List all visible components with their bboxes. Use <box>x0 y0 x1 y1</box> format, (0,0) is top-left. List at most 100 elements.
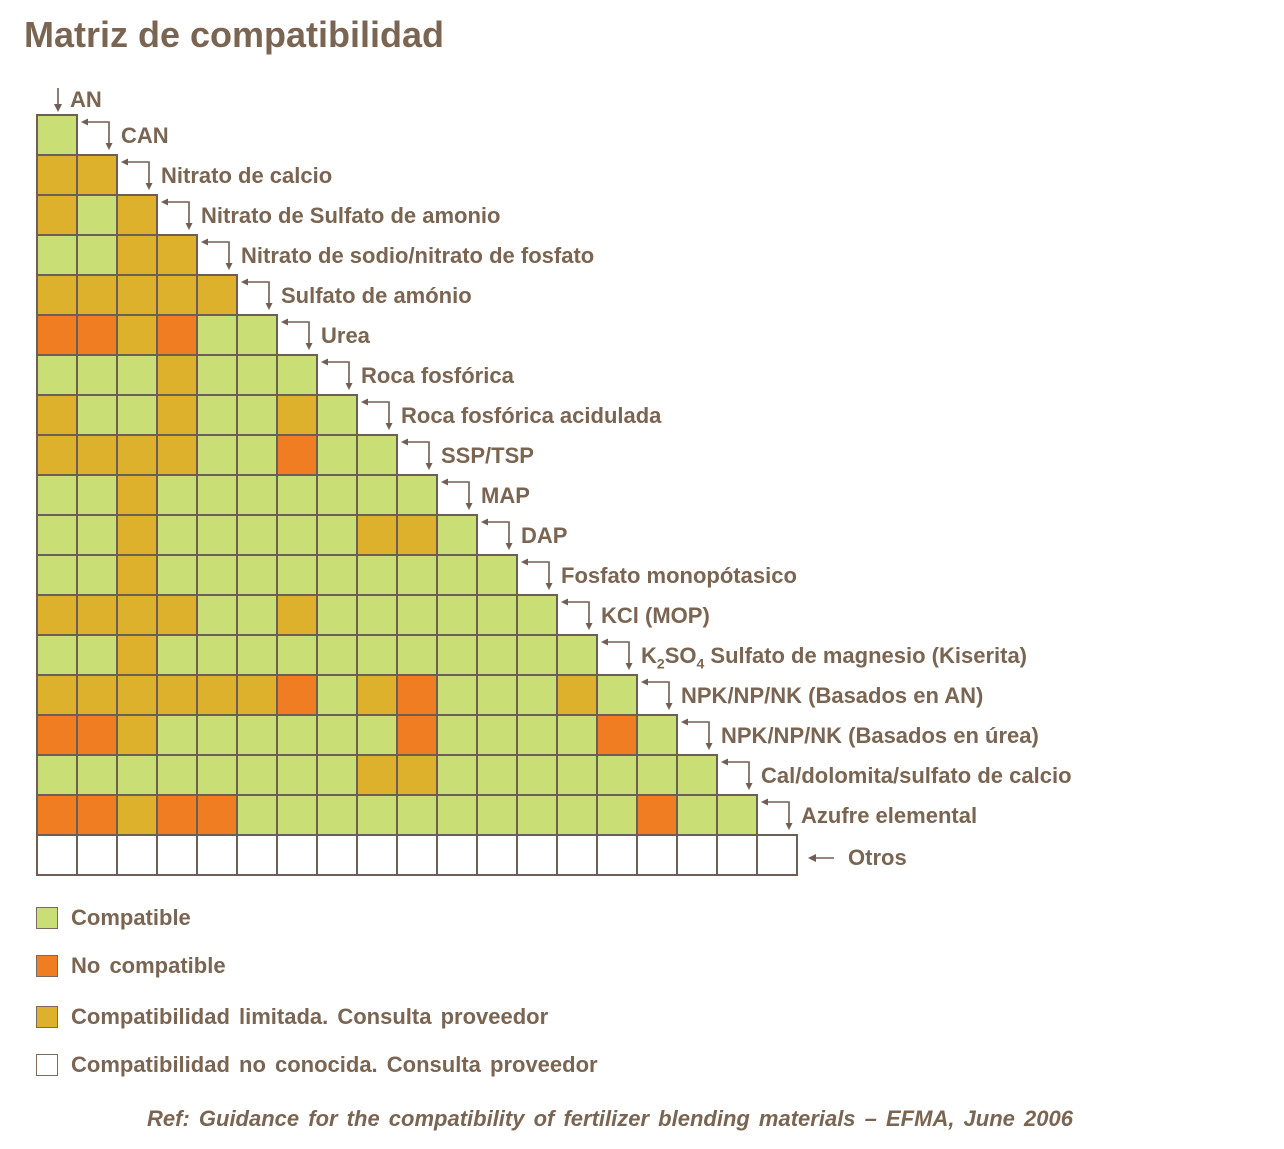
matrix-cell-roca-fosf-rica-x-can <box>76 354 118 396</box>
bracket-arrow-icon <box>565 601 590 624</box>
matrix-cell-kcl-mop--x-dap <box>476 594 518 636</box>
matrix-cell-map-x-ssp-tsp <box>396 474 438 516</box>
matrix-cell-cal-dolomita-sulfato-de-calcio-x-map <box>436 754 478 796</box>
legend-swatch-not-compatible <box>36 955 58 977</box>
matrix-cell-fosfato-monop-tasico-x-roca-fosf-rica-acidulada <box>356 554 398 596</box>
matrix-cell-roca-fosf-rica-x-urea <box>276 354 318 396</box>
matrix-cell-otros-x-sulfato-de-am-nio <box>236 834 278 876</box>
bracket-arrow-icon <box>85 121 110 144</box>
matrix-cell-npk-np-nk-basados-en-rea--x-roca-fosf-rica <box>316 714 358 756</box>
product-label: DAP <box>521 523 568 548</box>
matrix-cell-nitrato-de-calcio-x-an <box>36 154 78 196</box>
matrix-cell-nitrato-de-sodio-nitrato-de-fosfato-x-nitrato-de-sulfato-de-amonio <box>156 234 198 276</box>
matrix-cell-urea-x-can <box>76 314 118 356</box>
matrix-cell-roca-fosf-rica-acidulada-x-nitrato-de-sodio-nitrato-de-fosfato <box>196 394 238 436</box>
matrix-cell-k2so4-sulfato-de-magnesio-kiserita--x-urea <box>276 634 318 676</box>
matrix-cell-azufre-elemental-x-map <box>436 794 478 836</box>
matrix-cell-dap-x-ssp-tsp <box>396 514 438 556</box>
bracket-arrow-icon <box>361 398 368 406</box>
left-arrow-icon <box>808 854 816 862</box>
matrix-cell-fosfato-monop-tasico-x-ssp-tsp <box>396 554 438 596</box>
bracket-arrow-icon <box>441 478 448 486</box>
matrix-cell-ssp-tsp-x-roca-fosf-rica <box>316 434 358 476</box>
bracket-arrow-icon <box>645 681 670 704</box>
bracket-arrow-icon <box>265 303 273 310</box>
product-label: SSP/TSP <box>441 443 534 468</box>
bracket-arrow-icon <box>525 561 550 584</box>
bracket-arrow-icon <box>465 503 473 510</box>
matrix-cell-map-x-nitrato-de-sodio-nitrato-de-fosfato <box>196 474 238 516</box>
bracket-arrow-icon <box>765 801 790 824</box>
matrix-cell-kcl-mop--x-ssp-tsp <box>396 594 438 636</box>
matrix-cell-npk-np-nk-basados-en-rea--x-map <box>436 714 478 756</box>
product-label: Sulfato de amónio <box>281 283 472 308</box>
matrix-cell-otros-x-nitrato-de-sulfato-de-amonio <box>156 834 198 876</box>
bracket-arrow-icon <box>161 198 168 206</box>
matrix-cell-cal-dolomita-sulfato-de-calcio-x-nitrato-de-calcio <box>116 754 158 796</box>
product-label: Urea <box>321 323 370 348</box>
matrix-cell-npk-np-nk-basados-en-rea--x-npk-np-nk-basados-en-an- <box>636 714 678 756</box>
matrix-cell-cal-dolomita-sulfato-de-calcio-x-sulfato-de-am-nio <box>236 754 278 796</box>
matrix-cell-dap-x-nitrato-de-sodio-nitrato-de-fosfato <box>196 514 238 556</box>
bracket-arrow-icon <box>121 158 128 166</box>
matrix-cell-urea-x-nitrato-de-sodio-nitrato-de-fosfato <box>196 314 238 356</box>
matrix-cell-dap-x-urea <box>276 514 318 556</box>
bracket-arrow-icon <box>145 183 153 190</box>
matrix-cell-urea-x-nitrato-de-calcio <box>116 314 158 356</box>
matrix-cell-roca-fosf-rica-acidulada-x-can <box>76 394 118 436</box>
matrix-cell-kcl-mop--x-urea <box>276 594 318 636</box>
matrix-cell-dap-x-can <box>76 514 118 556</box>
matrix-cell-npk-np-nk-basados-en-rea--x-an <box>36 714 78 756</box>
matrix-cell-fosfato-monop-tasico-x-nitrato-de-calcio <box>116 554 158 596</box>
bracket-arrow-icon <box>81 118 88 126</box>
matrix-cell-npk-np-nk-basados-en-rea--x-dap <box>476 714 518 756</box>
matrix-cell-fosfato-monop-tasico-x-sulfato-de-am-nio <box>236 554 278 596</box>
matrix-cell-sulfato-de-am-nio-x-nitrato-de-sodio-nitrato-de-fosfato <box>196 274 238 316</box>
matrix-cell-npk-np-nk-basados-en-rea--x-nitrato-de-calcio <box>116 714 158 756</box>
page-title: Matriz de compatibilidad <box>24 14 445 55</box>
matrix-cell-k2so4-sulfato-de-magnesio-kiserita--x-can <box>76 634 118 676</box>
bracket-arrow-icon <box>285 321 310 344</box>
matrix-cell-npk-np-nk-basados-en-rea--x-nitrato-de-sodio-nitrato-de-fosfato <box>196 714 238 756</box>
matrix-cell-ssp-tsp-x-sulfato-de-am-nio <box>236 434 278 476</box>
product-label: Nitrato de Sulfato de amonio <box>201 203 501 228</box>
matrix-cell-fosfato-monop-tasico-x-nitrato-de-sulfato-de-amonio <box>156 554 198 596</box>
matrix-cell-map-x-urea <box>276 474 318 516</box>
bracket-arrow-icon <box>505 543 513 550</box>
bracket-arrow-icon <box>165 201 190 224</box>
bracket-arrow-icon <box>625 663 633 670</box>
matrix-cell-nitrato-de-sulfato-de-amonio-x-can <box>76 194 118 236</box>
bracket-arrow-icon <box>481 518 488 526</box>
matrix-cell-npk-np-nk-basados-en-an--x-nitrato-de-sulfato-de-amonio <box>156 674 198 716</box>
legend-label: Compatible <box>71 905 191 930</box>
product-label: Nitrato de sodio/nitrato de fosfato <box>241 243 595 268</box>
matrix-cell-urea-x-an <box>36 314 78 356</box>
product-label: Azufre elemental <box>801 803 978 828</box>
matrix-cell-cal-dolomita-sulfato-de-calcio-x-npk-np-nk-basados-en-rea- <box>676 754 718 796</box>
legend-not-compatible: No compatible <box>36 953 226 979</box>
matrix-cell-dap-x-map <box>436 514 478 556</box>
product-label: NPK/NP/NK (Basados en AN) <box>681 683 984 708</box>
matrix-cell-kcl-mop--x-map <box>436 594 478 636</box>
product-label: NPK/NP/NK (Basados en úrea) <box>721 723 1039 748</box>
bracket-arrow-icon <box>401 438 408 446</box>
legend-swatch-unknown <box>36 1054 58 1076</box>
bracket-arrow-icon <box>185 223 193 230</box>
reference-note: Ref: Guidance for the compatibility of f… <box>147 1106 1073 1131</box>
matrix-cell-cal-dolomita-sulfato-de-calcio-x-roca-fosf-rica-acidulada <box>356 754 398 796</box>
bracket-arrow-icon <box>241 278 248 286</box>
matrix-cell-otros-x-fosfato-monop-tasico <box>516 834 558 876</box>
matrix-cell-cal-dolomita-sulfato-de-calcio-x-ssp-tsp <box>396 754 438 796</box>
matrix-cell-fosfato-monop-tasico-x-roca-fosf-rica <box>316 554 358 596</box>
matrix-cell-roca-fosf-rica-acidulada-x-nitrato-de-calcio <box>116 394 158 436</box>
matrix-cell-otros-x-nitrato-de-sodio-nitrato-de-fosfato <box>196 834 238 876</box>
matrix-cell-roca-fosf-rica-acidulada-x-sulfato-de-am-nio <box>236 394 278 436</box>
matrix-cell-npk-np-nk-basados-en-an--x-k2so4-sulfato-de-magnesio-kiserita- <box>596 674 638 716</box>
matrix-cell-dap-x-nitrato-de-sulfato-de-amonio <box>156 514 198 556</box>
matrix-cell-kcl-mop--x-nitrato-de-sodio-nitrato-de-fosfato <box>196 594 238 636</box>
bracket-arrow-icon <box>561 598 568 606</box>
bracket-arrow-icon <box>681 718 688 726</box>
matrix-cell-otros-x-ssp-tsp <box>396 834 438 876</box>
bracket-arrow-icon <box>385 423 393 430</box>
bracket-arrow-icon <box>225 263 233 270</box>
